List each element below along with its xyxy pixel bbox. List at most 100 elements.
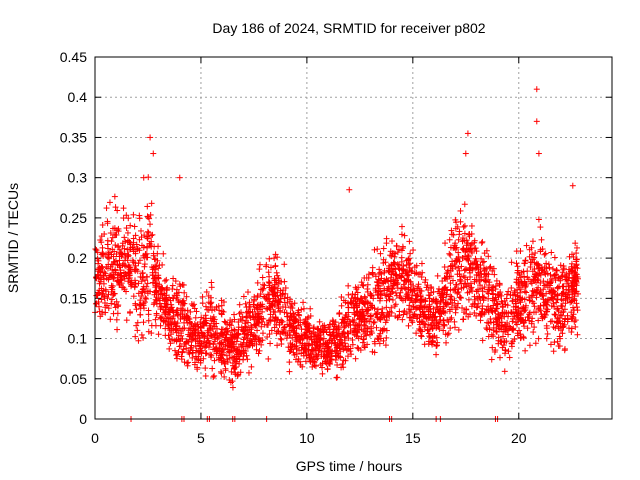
data-point	[224, 359, 231, 366]
data-point	[147, 221, 154, 228]
data-point	[235, 331, 242, 338]
data-point	[559, 330, 566, 337]
y-tick-label: 0.25	[60, 210, 87, 226]
data-point	[271, 255, 278, 262]
data-point	[148, 232, 155, 239]
y-axis-label: SRMTID / TECUs	[5, 183, 21, 293]
data-point	[421, 341, 428, 348]
data-point	[183, 345, 190, 352]
data-point	[157, 306, 164, 313]
data-point	[399, 243, 406, 250]
data-point	[371, 246, 378, 253]
data-point	[167, 340, 174, 347]
data-point	[119, 262, 126, 269]
data-point	[455, 300, 462, 307]
data-point	[492, 283, 499, 290]
data-point	[460, 223, 467, 230]
data-point	[134, 319, 141, 326]
y-tick-label: 0.2	[68, 250, 88, 266]
data-point	[316, 318, 323, 325]
data-point	[108, 238, 115, 245]
data-point	[155, 275, 162, 282]
data-point	[179, 313, 186, 320]
data-point	[155, 295, 162, 302]
data-point	[547, 318, 554, 325]
data-point	[98, 233, 105, 240]
data-point	[447, 251, 454, 258]
data-point	[522, 347, 529, 354]
data-point	[244, 356, 251, 363]
data-point	[148, 238, 155, 245]
data-point	[380, 245, 387, 252]
data-point	[108, 300, 115, 307]
data-point	[198, 349, 205, 356]
y-tick-label: 0.1	[68, 331, 88, 347]
data-point	[199, 300, 206, 307]
data-point	[124, 251, 131, 258]
data-point	[199, 332, 206, 339]
data-point	[173, 355, 180, 362]
data-point	[109, 283, 116, 290]
chart-title: Day 186 of 2024, SRMTID for receiver p80…	[212, 20, 485, 36]
data-point	[195, 356, 202, 363]
data-point	[407, 250, 414, 257]
data-point	[124, 239, 131, 246]
spike-point	[346, 186, 353, 193]
data-point	[103, 288, 110, 295]
data-point	[183, 293, 190, 300]
data-point	[236, 360, 243, 367]
data-point	[574, 331, 581, 338]
data-point	[231, 316, 238, 323]
data-point	[98, 296, 105, 303]
spike-point	[533, 86, 540, 93]
spike-point	[464, 130, 471, 137]
x-tick-label: 5	[197, 430, 205, 446]
data-point	[171, 347, 178, 354]
data-point	[217, 368, 224, 375]
data-point	[514, 263, 521, 270]
data-point	[168, 331, 175, 338]
data-point	[373, 311, 380, 318]
data-point	[98, 239, 105, 246]
data-point	[128, 279, 135, 286]
data-point	[98, 291, 105, 298]
data-point	[286, 359, 293, 366]
data-point	[192, 353, 199, 360]
data-point	[113, 231, 120, 238]
data-point	[133, 306, 140, 313]
spike-point	[462, 150, 469, 157]
data-point	[235, 324, 242, 331]
data-point	[113, 298, 120, 305]
data-point	[401, 232, 408, 239]
data-point	[148, 322, 155, 329]
data-point	[111, 290, 118, 297]
data-point	[506, 354, 513, 361]
data-point	[532, 249, 539, 256]
data-point	[152, 256, 159, 263]
data-point	[300, 305, 307, 312]
data-point	[173, 352, 180, 359]
data-point	[207, 324, 214, 331]
data-point	[546, 264, 553, 271]
data-point	[433, 299, 440, 306]
data-point	[472, 245, 479, 252]
data-point	[461, 201, 468, 208]
data-point	[345, 291, 352, 298]
data-point	[398, 254, 405, 261]
data-point	[130, 239, 137, 246]
data-point	[223, 325, 230, 332]
data-point	[176, 281, 183, 288]
data-point	[138, 227, 145, 234]
data-point	[433, 351, 440, 358]
data-point	[140, 244, 147, 251]
data-point	[179, 335, 186, 342]
data-point	[220, 358, 227, 365]
spike-point	[176, 174, 183, 181]
data-point	[338, 302, 345, 309]
data-point	[220, 331, 227, 338]
data-point	[168, 315, 175, 322]
data-point	[441, 322, 448, 329]
data-point	[125, 269, 132, 276]
data-point	[145, 328, 152, 335]
data-point	[229, 340, 236, 347]
